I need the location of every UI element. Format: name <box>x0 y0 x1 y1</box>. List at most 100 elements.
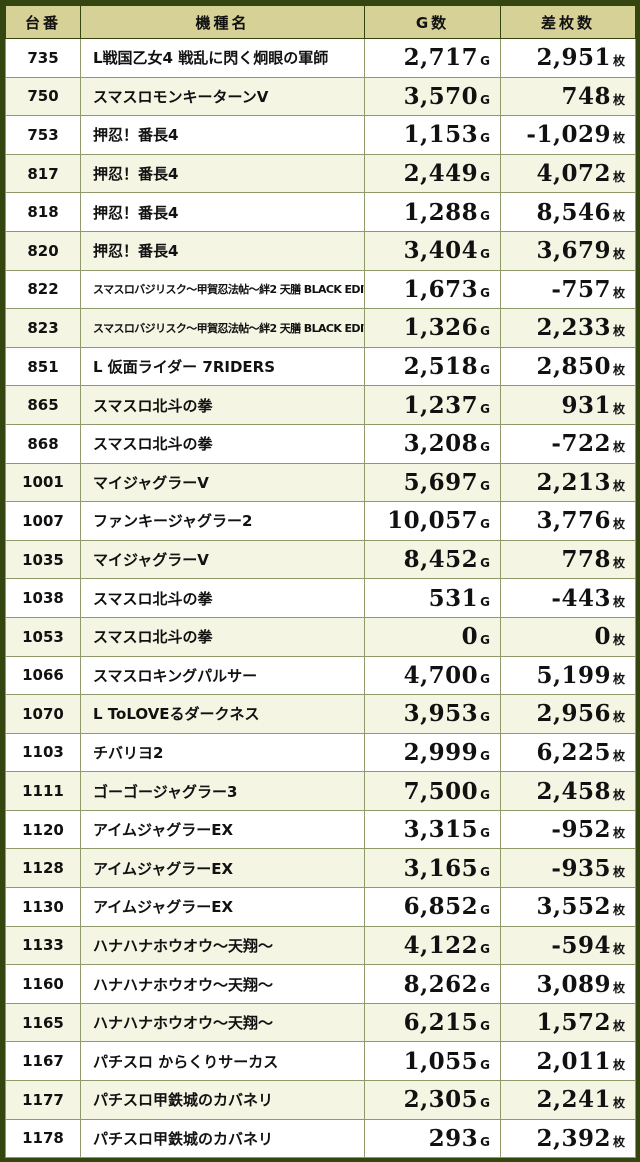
games-cell: 2,717 G <box>364 38 501 78</box>
machine-number: 1007 <box>5 501 81 541</box>
games-cell: 293 G <box>364 1118 501 1159</box>
games-unit: G <box>480 826 490 841</box>
diff-unit: 枚 <box>612 671 625 686</box>
games-unit: G <box>480 671 490 686</box>
games-cell: 2,449 G <box>364 153 501 194</box>
diff-unit: 枚 <box>612 131 625 146</box>
diff-cell: -1,029 枚 <box>500 115 636 155</box>
diff-cell: 2,951 枚 <box>500 38 636 78</box>
machine-number: 1120 <box>5 809 81 850</box>
games-cell: 6,215 G <box>364 1002 501 1043</box>
diff-cell: 2,213 枚 <box>500 462 636 503</box>
diff-unit: 枚 <box>612 980 625 995</box>
games-unit: G <box>480 556 490 571</box>
games-unit: G <box>480 633 490 648</box>
table-row: 1038 スマスロ北斗の拳 531 G -443 枚 <box>5 578 636 618</box>
model-name: L戦国乙女4 戦乱に閃く炯眼の軍師 <box>80 38 365 78</box>
model-name: パチスロ甲鉄城のカバネリ <box>80 1080 365 1120</box>
diff-cell: 931 枚 <box>500 385 636 425</box>
diff-value: 3,089 <box>536 970 611 998</box>
games-value: 1,288 <box>403 198 479 226</box>
machine-number: 817 <box>5 153 81 194</box>
diff-unit: 枚 <box>612 633 625 648</box>
header-model: 機種名 <box>80 5 365 39</box>
diff-unit: 枚 <box>612 208 625 223</box>
games-value: 4,122 <box>403 931 479 959</box>
diff-unit: 枚 <box>612 440 625 455</box>
table-row: 1070 L ToLOVEるダークネス 3,953 G 2,956 枚 <box>5 694 636 734</box>
games-value: 2,449 <box>403 160 479 188</box>
model-name: アイムジャグラーEX <box>80 887 365 927</box>
games-cell: 4,700 G <box>364 655 501 696</box>
diff-value: 8,546 <box>536 198 611 226</box>
games-cell: 531 G <box>364 578 501 618</box>
diff-cell: -722 枚 <box>500 423 636 464</box>
games-cell: 3,165 G <box>364 848 501 889</box>
diff-value: 2,458 <box>536 777 611 805</box>
games-unit: G <box>480 54 490 69</box>
diff-cell: 5,199 枚 <box>500 655 636 696</box>
diff-cell: 2,011 枚 <box>500 1041 636 1082</box>
diff-unit: 枚 <box>612 170 625 185</box>
diff-unit: 枚 <box>612 54 625 69</box>
games-cell: 7,500 G <box>364 771 501 811</box>
games-unit: G <box>480 1134 490 1149</box>
games-value: 1,673 <box>403 275 479 303</box>
games-cell: 3,570 G <box>364 76 501 117</box>
diff-unit: 枚 <box>612 1019 625 1034</box>
model-name: スマスロバジリスク～甲賀忍法帖～絆2 天膳 BLACK EDITION <box>80 308 365 348</box>
games-cell: 4,122 G <box>364 925 501 966</box>
games-cell: 8,262 G <box>364 964 501 1004</box>
model-name: ハナハナホウオウ～天翔～ <box>80 925 365 966</box>
table-row: 735 L戦国乙女4 戦乱に閃く炯眼の軍師 2,717 G 2,951 枚 <box>5 38 636 78</box>
diff-cell: 4,072 枚 <box>500 153 636 194</box>
diff-value: 2,392 <box>536 1124 611 1152</box>
diff-unit: 枚 <box>612 1057 625 1072</box>
diff-unit: 枚 <box>612 517 625 532</box>
games-unit: G <box>480 1019 490 1034</box>
games-unit: G <box>480 170 490 185</box>
table-row: 750 スマスロモンキーターンV 3,570 G 748 枚 <box>5 76 636 117</box>
header-diff: 差枚数 <box>500 5 636 39</box>
machine-number: 1070 <box>5 694 81 734</box>
model-name: ハナハナホウオウ～天翔～ <box>80 964 365 1004</box>
model-name: アイムジャグラーEX <box>80 848 365 889</box>
diff-value: -594 <box>551 931 611 959</box>
diff-cell: 2,233 枚 <box>500 308 636 348</box>
games-unit: G <box>480 787 490 802</box>
games-cell: 1,153 G <box>364 115 501 155</box>
games-value: 3,208 <box>403 430 479 458</box>
machine-number: 820 <box>5 230 81 271</box>
diff-value: 6,225 <box>536 738 611 766</box>
model-name: スマスロ北斗の拳 <box>80 385 365 425</box>
games-value: 2,305 <box>403 1086 479 1114</box>
diff-unit: 枚 <box>612 324 625 339</box>
machine-number: 823 <box>5 308 81 348</box>
table-row: 1001 マイジャグラーV 5,697 G 2,213 枚 <box>5 462 636 503</box>
model-name: 押忍！番長4 <box>80 230 365 271</box>
table-row: 1160 ハナハナホウオウ～天翔～ 8,262 G 3,089 枚 <box>5 964 636 1004</box>
diff-cell: -952 枚 <box>500 809 636 850</box>
table-body: 735 L戦国乙女4 戦乱に閃く炯眼の軍師 2,717 G 2,951 枚 750 スマスロモ… <box>5 38 636 1159</box>
model-name: アイムジャグラーEX <box>80 809 365 850</box>
table-row: 1053 スマスロ北斗の拳 0 G 0 枚 <box>5 616 636 657</box>
diff-value: 2,951 <box>536 44 611 72</box>
table-row: 1035 マイジャグラーV 8,452 G 778 枚 <box>5 539 636 580</box>
machine-number: 1111 <box>5 771 81 811</box>
diff-value: 748 <box>561 82 611 110</box>
games-unit: G <box>480 1057 490 1072</box>
model-name: チバリヨ2 <box>80 732 365 773</box>
games-value: 7,500 <box>403 777 479 805</box>
games-cell: 6,852 G <box>364 887 501 927</box>
machine-number: 1001 <box>5 462 81 503</box>
games-cell: 3,953 G <box>364 694 501 734</box>
model-name: 押忍！番長4 <box>80 115 365 155</box>
table-row: 1128 アイムジャグラーEX 3,165 G -935 枚 <box>5 848 636 889</box>
diff-unit: 枚 <box>612 787 625 802</box>
diff-cell: 3,089 枚 <box>500 964 636 1004</box>
games-cell: 1,055 G <box>364 1041 501 1082</box>
table-row: 865 スマスロ北斗の拳 1,237 G 931 枚 <box>5 385 636 425</box>
games-value: 3,953 <box>403 700 479 728</box>
diff-value: 778 <box>561 546 611 574</box>
